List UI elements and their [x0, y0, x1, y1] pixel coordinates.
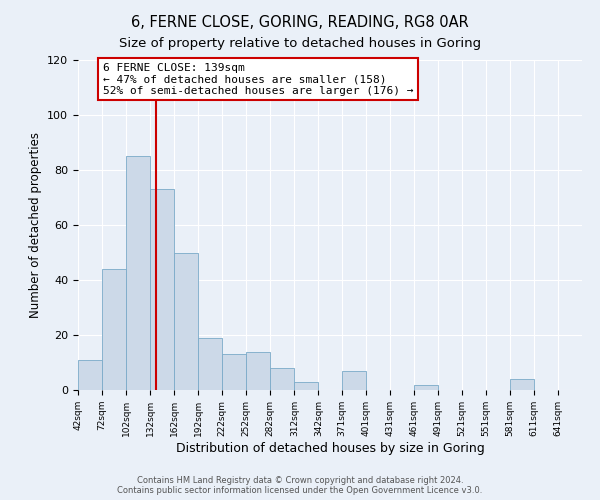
X-axis label: Distribution of detached houses by size in Goring: Distribution of detached houses by size …	[176, 442, 484, 454]
Bar	[341, 371, 365, 390]
Bar	[295, 382, 319, 390]
Bar	[510, 379, 534, 390]
Bar	[102, 269, 126, 390]
Y-axis label: Number of detached properties: Number of detached properties	[29, 132, 41, 318]
Bar	[78, 360, 102, 390]
Text: Size of property relative to detached houses in Goring: Size of property relative to detached ho…	[119, 38, 481, 51]
Bar	[150, 189, 174, 390]
Bar	[271, 368, 295, 390]
Text: 6 FERNE CLOSE: 139sqm
← 47% of detached houses are smaller (158)
52% of semi-det: 6 FERNE CLOSE: 139sqm ← 47% of detached …	[103, 62, 413, 96]
Text: Contains HM Land Registry data © Crown copyright and database right 2024.
Contai: Contains HM Land Registry data © Crown c…	[118, 476, 482, 495]
Bar	[414, 384, 438, 390]
Bar	[246, 352, 271, 390]
Bar	[126, 156, 150, 390]
Bar	[174, 252, 198, 390]
Text: 6, FERNE CLOSE, GORING, READING, RG8 0AR: 6, FERNE CLOSE, GORING, READING, RG8 0AR	[131, 15, 469, 30]
Bar	[222, 354, 246, 390]
Bar	[198, 338, 222, 390]
